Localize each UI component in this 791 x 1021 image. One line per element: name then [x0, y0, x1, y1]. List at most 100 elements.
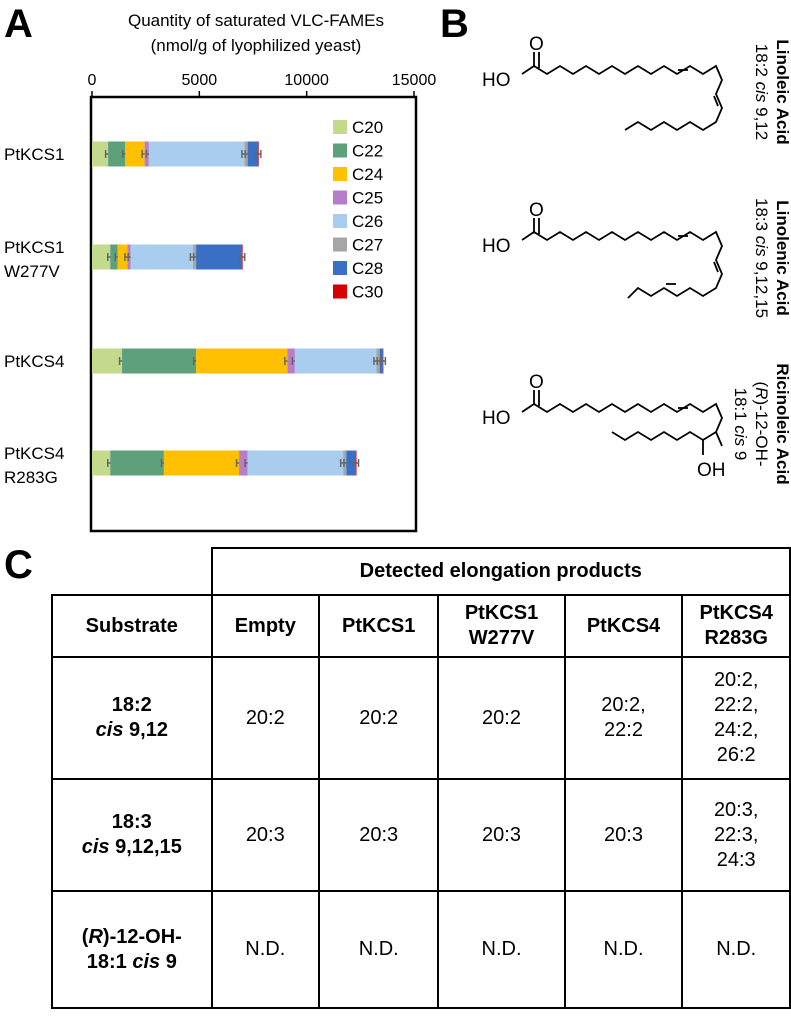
linoleic-acid-structure [521, 52, 723, 132]
bar-segment-c24 [117, 244, 128, 270]
product-cell: N.D. [210, 890, 320, 1009]
bar-segment-c28 [196, 244, 243, 270]
bar-segment-c28 [346, 450, 357, 476]
product-cell: 20:3 [563, 778, 684, 892]
legend-label: C22 [352, 142, 383, 161]
legend-item-c20: C20 [333, 118, 383, 137]
elongation-products-table: Detected elongation products Substrate Em… [51, 547, 791, 1009]
legend-swatch [333, 284, 347, 299]
legend-label: C27 [352, 236, 383, 255]
structure-name: Linolenic Acid [773, 200, 791, 316]
substrate-cell: 18:3 cis 9,12,15 [51, 778, 213, 892]
legend-swatch [333, 167, 347, 181]
legend-swatch [333, 143, 347, 158]
legend-swatch [333, 214, 347, 228]
product-cell: 20:2 [437, 656, 566, 780]
bar-segment-c26 [247, 450, 344, 476]
table-row: 18:3 cis 9,12,15 20:3 20:3 20:3 20:3 20:3, 22:3… [51, 778, 791, 892]
column-header-row: Substrate Empty PtKCS1 PtKCS1 W277V PtKCS4 PtK… [51, 594, 791, 658]
legend-label: C25 [352, 189, 383, 208]
column-header: PtKCS1 [317, 594, 440, 658]
bar-segment-c22 [108, 141, 126, 167]
category-label: PtKCS4 [4, 444, 64, 463]
product-cell: N.D. [437, 890, 566, 1009]
column-header: Empty [210, 594, 320, 658]
product-cell: 20:3, 22:3, 24:3 [681, 778, 791, 892]
product-cell: 20:2, 22:2, 24:2, 26:2 [681, 656, 791, 780]
structure-name: Linoleic Acid [773, 39, 791, 144]
chart-legend: C20 C22 C24 C25 C26 C27 C28 C30 [333, 118, 383, 302]
bar-segment-c20 [92, 348, 123, 374]
legend-item-c25: C25 [333, 189, 383, 208]
bar-segment-c28 [247, 141, 259, 167]
bar-segment-c25 [239, 450, 248, 476]
x-axis-ticks: 0 5000 10000 15000 [88, 72, 437, 97]
x-tick-label: 10000 [284, 72, 329, 89]
bar-segment-c20 [92, 450, 111, 476]
table-corner [52, 548, 212, 595]
bar-segment-c26 [130, 244, 193, 270]
legend-item-c28: C28 [333, 259, 383, 278]
column-header: PtKCS4 [563, 594, 684, 658]
legend-item-c22: C22 [333, 142, 383, 161]
legend-swatch [333, 261, 347, 275]
panel-label-b: B [440, 2, 469, 46]
product-cell: 20:3 [210, 778, 320, 892]
product-cell: N.D. [317, 890, 440, 1009]
table-row: 18:2 cis 9,12 20:2 20:2 20:2 20:2, 22:2 20:2, 22… [51, 656, 791, 780]
bar-segment-c30 [258, 141, 259, 167]
chart-title-line2: (nmol/g of lyophilized yeast) [151, 36, 362, 55]
legend-item-c24: C24 [333, 165, 383, 184]
bar-segment-c25 [287, 348, 295, 374]
table-row: (R)-12-OH- 18:1 cis 9 N.D. N.D. N.D. N.D. N.D. [51, 890, 791, 1009]
legend-item-c30: C30 [333, 283, 383, 302]
substrate-cell: (R)-12-OH- 18:1 cis 9 [51, 890, 213, 1009]
bar-segment-c22 [110, 244, 118, 270]
bar-segment-c30 [242, 244, 243, 270]
product-cell: 20:2, 22:2 [563, 656, 684, 780]
product-cell: N.D. [563, 890, 684, 1009]
category-label: PtKCS1 [4, 145, 64, 164]
bar-segment-c30 [382, 348, 384, 374]
structure-name-block: Ricinoleic Acid(R)-12-OH-18:1 cis 9 [731, 363, 791, 484]
bar-segment-c22 [110, 450, 164, 476]
column-header: PtKCS4 R283G [681, 594, 791, 658]
legend-label: C20 [352, 118, 383, 137]
legend-item-c26: C26 [333, 212, 383, 231]
bar-segment-c24 [125, 141, 145, 167]
hydroxyl-label: HO [482, 70, 511, 91]
group-header: Detected elongation products [210, 547, 791, 596]
category-labels: PtKCS1 PtKCS1 W277V PtKCS4 PtKCS4 R283G [4, 145, 64, 487]
hydroxyl-label: HO [482, 236, 511, 257]
bars [92, 141, 387, 476]
legend-label: C28 [352, 259, 383, 278]
legend-label: C30 [352, 283, 383, 302]
category-label: PtKCS4 [4, 352, 64, 371]
product-cell: 20:2 [210, 656, 320, 780]
x-tick-label: 5000 [182, 72, 218, 89]
panel-label-a: A [4, 2, 33, 46]
product-cell: 20:3 [437, 778, 566, 892]
linolenic-acid-structure [521, 218, 723, 299]
legend-item-c27: C27 [333, 236, 383, 255]
chemical-structures [521, 52, 723, 455]
legend-swatch [333, 190, 347, 205]
x-tick-label: 15000 [392, 72, 437, 89]
product-cell: N.D. [681, 890, 791, 1009]
bar-segment-c30 [356, 450, 357, 476]
bar-segment-c24 [163, 450, 240, 476]
structure-formula-line2: 18:1 cis 9 [731, 388, 750, 461]
product-cell: 20:3 [317, 778, 440, 892]
carbonyl-oxygen-label: O [529, 200, 544, 221]
column-header: Substrate [51, 594, 213, 658]
bar-segment-c22 [122, 348, 197, 374]
product-cell: 20:2 [317, 656, 440, 780]
substrate-cell: 18:2 cis 9,12 [51, 656, 213, 780]
bar-segment-c20 [92, 141, 109, 167]
structure-formula: (R)-12-OH- [752, 381, 771, 466]
bar-segment-c20 [92, 244, 111, 270]
chart-title-line1: Quantity of saturated VLC-FAMEs [128, 11, 384, 30]
